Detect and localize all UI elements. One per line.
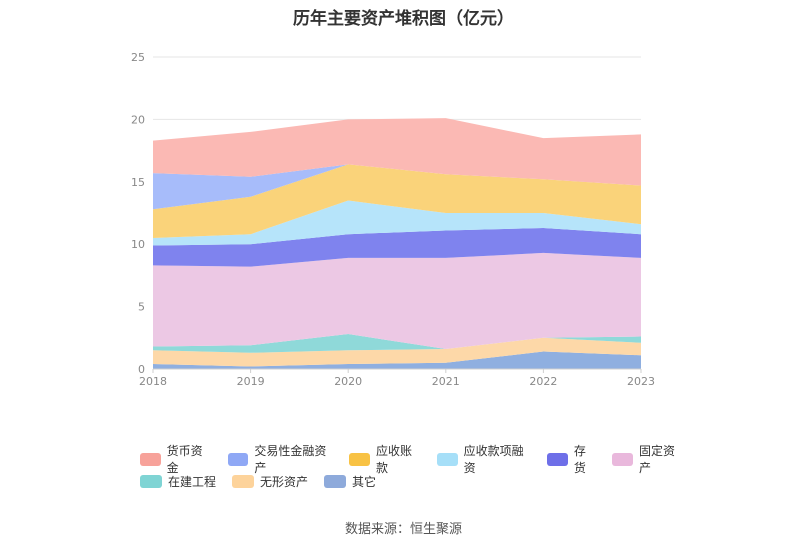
legend-swatch: [547, 452, 568, 466]
legend-swatch: [436, 452, 458, 466]
legend-label: 存货: [573, 444, 586, 475]
x-tick-label: 2020: [334, 375, 362, 388]
y-tick-label: 5: [138, 301, 145, 314]
legend-label: 固定资产: [638, 444, 675, 475]
legend: 货币资金 交易性金融资产 应收账款 应收款项融资 存货 固定资产 在建工程 无形…: [140, 444, 700, 492]
legend-label: 货币资金: [166, 444, 203, 475]
legend-label: 其它: [352, 474, 377, 489]
legend-swatch: [140, 474, 162, 488]
stacked-area-chart: 0 5 10 15 20 25 2018 2019 2020 2021 2022 2023: [131, 51, 655, 388]
legend-item[interactable]: 应收账款: [349, 442, 421, 476]
area-series[interactable]: [153, 227, 641, 267]
y-tick-label: 25: [131, 51, 145, 64]
y-tick-label: 15: [131, 176, 145, 189]
x-tick-label: 2021: [432, 375, 460, 388]
legend-item[interactable]: 交易性金融资产: [227, 442, 334, 476]
x-tick-label: 2018: [139, 375, 167, 388]
area-series[interactable]: [153, 118, 641, 186]
legend-row-2: 在建工程 无形资产 其它: [140, 470, 700, 492]
legend-label: 无形资产: [260, 474, 309, 489]
legend-swatch: [324, 474, 347, 488]
legend-item[interactable]: 固定资产: [612, 442, 684, 476]
x-tick-label: 2019: [237, 375, 265, 388]
area-series[interactable]: [153, 164, 641, 238]
legend-item[interactable]: 其它: [324, 473, 376, 490]
legend-swatch: [140, 452, 161, 466]
area-series[interactable]: [153, 252, 641, 350]
area-series[interactable]: [153, 200, 641, 246]
chart-title: 历年主要资产堆积图（亿元）: [293, 9, 514, 29]
legend-row-1: 货币资金 交易性金融资产 应收账款 应收款项融资 存货 固定资产: [140, 444, 700, 475]
legend-label: 在建工程: [168, 474, 217, 489]
legend-item[interactable]: 在建工程: [140, 473, 216, 490]
area-series[interactable]: [153, 351, 641, 369]
legend-item[interactable]: 存货: [547, 442, 596, 476]
legend-item[interactable]: 应收款项融资: [436, 442, 531, 476]
area-series[interactable]: [153, 334, 641, 353]
y-tick-label: 0: [138, 363, 145, 376]
legend-label: 交易性金融资产: [254, 444, 327, 475]
area-series-group: [153, 118, 641, 369]
area-series[interactable]: [153, 164, 641, 210]
x-tick-label: 2023: [627, 375, 655, 388]
area-series[interactable]: [153, 337, 641, 367]
axes: 0 5 10 15 20 25 2018 2019 2020 2021 2022 2023: [131, 51, 655, 388]
legend-item[interactable]: 货币资金: [140, 442, 212, 476]
y-tick-label: 10: [131, 238, 145, 251]
legend-swatch: [227, 452, 249, 466]
legend-item[interactable]: 无形资产: [232, 473, 308, 490]
legend-label: 应收账款: [375, 444, 412, 475]
x-tick-label: 2022: [529, 375, 557, 388]
legend-swatch: [232, 474, 255, 488]
data-source-note: 数据来源：恒生聚源: [344, 522, 462, 537]
legend-swatch: [349, 452, 370, 466]
legend-label: 应收款项融资: [463, 444, 524, 475]
y-tick-label: 20: [131, 113, 145, 126]
legend-swatch: [612, 452, 633, 466]
